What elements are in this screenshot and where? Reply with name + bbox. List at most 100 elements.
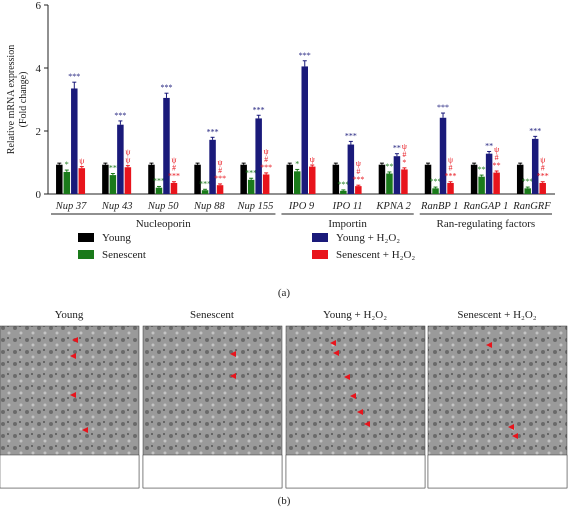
- significance-mark: ψ: [171, 156, 176, 165]
- significance-mark: **: [393, 144, 401, 153]
- group-label: Importin: [328, 218, 367, 230]
- image-title: Young: [55, 309, 84, 321]
- red-arrow: [230, 351, 236, 357]
- bar: [432, 188, 439, 194]
- y-tick-label: 0: [36, 189, 42, 201]
- red-arrow: [70, 392, 76, 398]
- legend-swatch: [312, 233, 328, 242]
- bar: [309, 166, 316, 194]
- significance-mark: **: [109, 164, 117, 173]
- significance-mark: ***: [153, 176, 165, 185]
- significance-mark: **: [385, 162, 393, 171]
- bar: [386, 173, 393, 194]
- significance-mark: #: [356, 167, 360, 176]
- significance-mark: ψ: [448, 156, 453, 165]
- bar: [301, 66, 308, 194]
- significance-mark: **: [493, 161, 501, 170]
- red-arrow: [82, 427, 88, 433]
- bar: [439, 117, 447, 194]
- significance-mark: #: [495, 153, 499, 162]
- red-arrow: [230, 373, 236, 379]
- significance-mark: ψ: [264, 147, 269, 156]
- y-tick-label: 4: [36, 63, 42, 75]
- significance-mark: ψ: [402, 142, 407, 151]
- y-axis-label: (Fold change): [18, 72, 29, 128]
- significance-mark: ***: [537, 172, 549, 181]
- significance-mark: ***: [430, 177, 442, 186]
- x-tick-label: Nup 37: [55, 201, 87, 212]
- bar: [63, 171, 71, 194]
- image-title: Senescent + H₂O₂: [457, 309, 536, 321]
- bar: [148, 164, 155, 194]
- significance-mark: ψ: [218, 158, 223, 167]
- bar: [109, 175, 117, 194]
- significance-mark: *: [65, 160, 69, 169]
- bar: [247, 179, 255, 194]
- significance-mark: ***: [437, 103, 449, 112]
- significance-mark: ψ: [125, 148, 130, 157]
- x-tick-label: Nup 155: [236, 201, 273, 212]
- significance-mark: ***: [345, 131, 357, 140]
- significance-mark: *: [402, 158, 406, 167]
- bar: [124, 167, 132, 194]
- legend-label: Young + H₂O₂: [336, 232, 400, 244]
- significance-mark: ***: [445, 172, 457, 181]
- bar: [216, 185, 224, 194]
- bar: [102, 164, 109, 194]
- bar: [493, 172, 500, 194]
- group-label: Nucleoporin: [136, 218, 191, 230]
- red-arrow: [357, 409, 363, 415]
- red-arrow: [508, 424, 514, 430]
- x-tick-label: Nup 43: [101, 201, 133, 212]
- significance-mark: ψ: [356, 159, 361, 168]
- significance-mark: ψ: [125, 156, 130, 165]
- significance-mark: ***: [199, 179, 211, 188]
- significance-mark: ψ: [540, 156, 545, 165]
- significance-mark: #: [218, 166, 222, 175]
- y-tick-label: 2: [36, 126, 42, 138]
- bar: [485, 153, 493, 194]
- bar: [531, 138, 539, 194]
- bar: [56, 164, 63, 194]
- significance-mark: ***: [529, 126, 541, 135]
- x-tick-label: Nup 50: [147, 201, 179, 212]
- bar: [516, 164, 524, 194]
- y-tick-label: 6: [36, 0, 42, 12]
- bar: [262, 174, 270, 194]
- bar: [194, 164, 201, 194]
- bar: [347, 144, 355, 194]
- significance-mark: ***: [522, 177, 534, 186]
- legend-label: Senescent: [102, 249, 146, 261]
- significance-mark: #: [402, 150, 406, 159]
- bar: [78, 168, 86, 194]
- bar: [294, 171, 301, 194]
- bar: [401, 169, 408, 194]
- micrograph-footer: [285, 454, 426, 489]
- significance-mark: ***: [299, 51, 311, 60]
- bar: [201, 190, 209, 194]
- bar: [240, 164, 247, 194]
- bar: [170, 182, 178, 194]
- image-title: Young + H₂O₂: [323, 309, 387, 321]
- significance-mark: #: [541, 164, 545, 173]
- legend-label: Senescent + H₂O₂: [336, 249, 415, 261]
- red-arrow: [486, 342, 492, 348]
- significance-mark: ψ: [494, 145, 499, 154]
- significance-mark: ***: [168, 172, 180, 181]
- bar: [286, 164, 293, 194]
- x-tick-label: RanGAP 1: [462, 201, 508, 212]
- bar: [355, 186, 362, 194]
- y-axis-label: Relative mRNA expression: [6, 45, 17, 154]
- red-arrow: [344, 374, 350, 380]
- x-tick-label: IPO 9: [288, 201, 315, 212]
- significance-mark: #: [172, 164, 176, 173]
- significance-mark: ***: [214, 174, 226, 183]
- red-arrow: [350, 393, 356, 399]
- red-arrow: [512, 433, 518, 439]
- x-tick-label: IPO 11: [332, 201, 363, 212]
- legend-swatch: [78, 250, 94, 259]
- significance-mark: ***: [253, 105, 265, 114]
- bar: [163, 97, 170, 194]
- micrograph-footer: [0, 454, 140, 489]
